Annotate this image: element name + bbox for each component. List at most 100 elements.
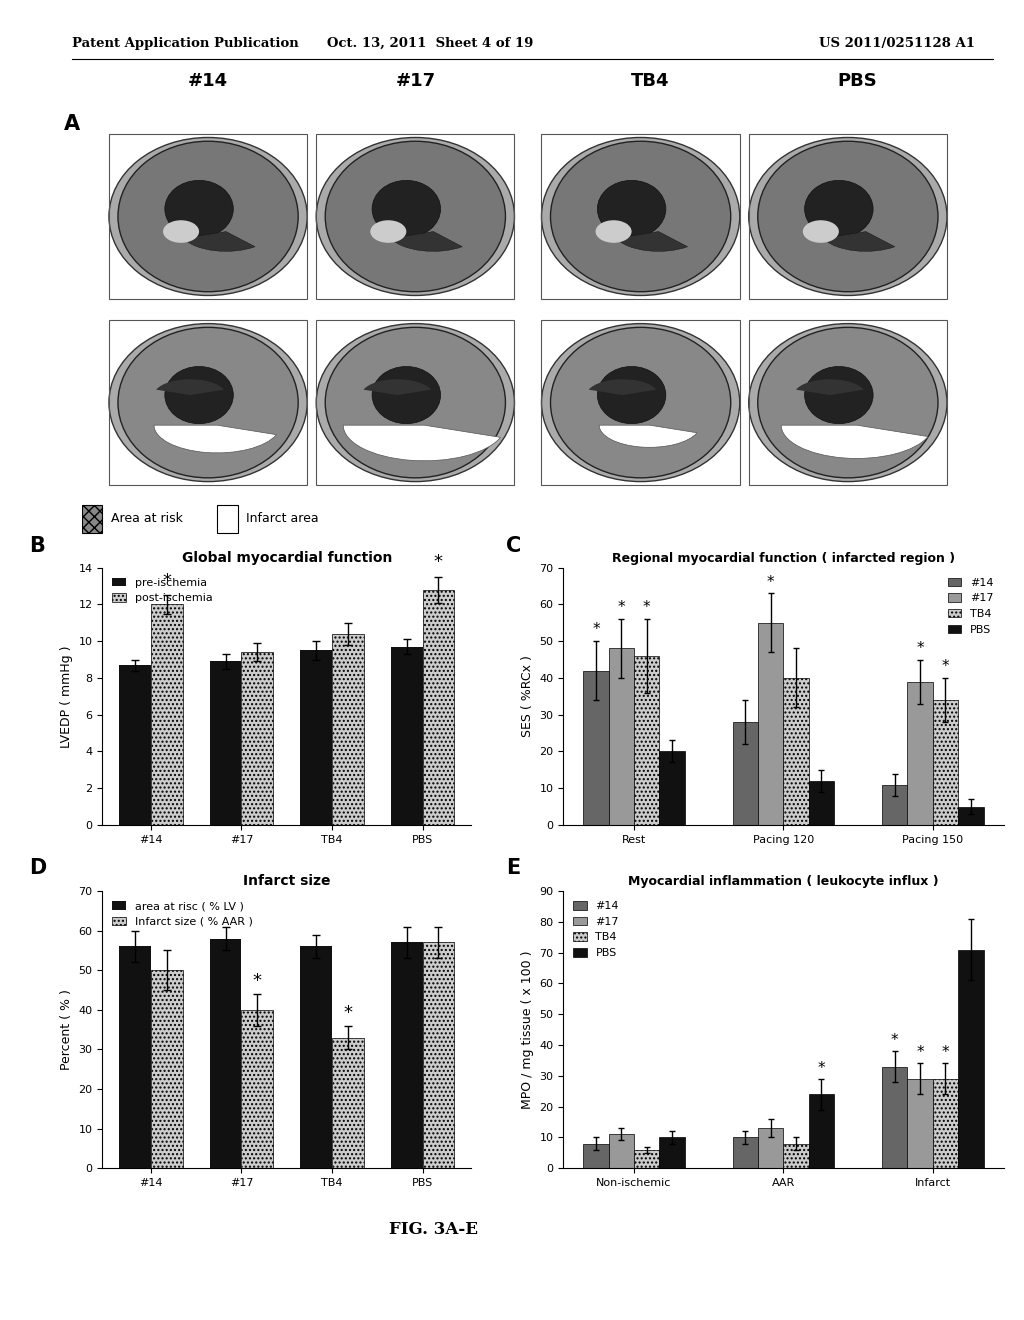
Bar [300,651,332,825]
Ellipse shape [109,323,307,482]
Wedge shape [781,425,928,458]
Text: *: * [162,572,171,590]
Bar [882,1067,907,1168]
Bar [82,506,102,533]
Bar [907,681,933,825]
Bar [119,946,151,1168]
Ellipse shape [165,367,233,424]
Ellipse shape [542,137,739,296]
Text: *: * [434,553,443,572]
Legend: #14, #17, TB4, PBS: #14, #17, TB4, PBS [943,573,998,639]
Ellipse shape [165,181,233,238]
Ellipse shape [372,181,440,238]
Y-axis label: MPO / mg tissue ( x 100 ): MPO / mg tissue ( x 100 ) [521,950,534,1109]
Text: E: E [506,858,520,878]
Bar [659,751,685,825]
Ellipse shape [372,367,440,424]
Bar [210,661,242,825]
Title: Infarct size: Infarct size [243,874,331,888]
Text: A: A [63,114,80,133]
Title: Myocardial inflammation ( leukocyte influx ): Myocardial inflammation ( leukocyte infl… [628,875,939,888]
Title: Regional myocardial function ( infarcted region ): Regional myocardial function ( infarcted… [611,552,955,565]
Title: Global myocardial function: Global myocardial function [181,550,392,565]
Ellipse shape [803,220,839,243]
Wedge shape [391,231,462,251]
Ellipse shape [118,141,298,292]
Text: Infarct area: Infarct area [246,512,318,524]
Wedge shape [343,425,501,461]
Bar [958,949,983,1168]
Text: *: * [916,1045,924,1060]
Ellipse shape [109,137,307,296]
Ellipse shape [749,323,947,482]
Ellipse shape [758,141,938,292]
Bar [391,942,423,1168]
Bar [316,133,514,300]
Ellipse shape [749,137,947,296]
Text: *: * [253,972,262,990]
Y-axis label: LVEDP ( mmHg ): LVEDP ( mmHg ) [60,645,73,747]
Bar [316,319,514,486]
Bar [608,648,634,825]
Ellipse shape [542,323,739,482]
Wedge shape [154,425,276,453]
Bar [634,1150,659,1168]
Text: #14: #14 [188,71,228,90]
Text: *: * [343,1003,352,1022]
Ellipse shape [118,327,298,478]
Text: *: * [942,1045,949,1060]
Wedge shape [157,379,224,395]
Ellipse shape [371,220,407,243]
Ellipse shape [805,367,873,424]
Wedge shape [599,425,697,447]
Wedge shape [364,379,431,395]
Bar [907,1078,933,1168]
Text: *: * [592,623,600,638]
Bar [242,652,273,825]
Ellipse shape [316,323,514,482]
Text: B: B [29,536,45,556]
Ellipse shape [326,141,506,292]
Bar [809,781,835,825]
Bar [332,1038,364,1168]
Ellipse shape [551,141,731,292]
Wedge shape [589,379,656,395]
Text: TB4: TB4 [631,71,669,90]
Text: *: * [767,574,774,590]
Bar [542,133,739,300]
Text: US 2011/0251128 A1: US 2011/0251128 A1 [819,37,975,50]
Bar [151,605,182,825]
Text: *: * [942,659,949,675]
Text: *: * [916,640,924,656]
Bar [119,665,151,825]
Bar [217,506,238,533]
Wedge shape [796,379,863,395]
Y-axis label: Percent ( % ): Percent ( % ) [60,989,73,1071]
Text: Area at risk: Area at risk [111,512,182,524]
Ellipse shape [597,367,666,424]
Bar [758,1129,783,1168]
Bar [783,1143,809,1168]
Ellipse shape [316,137,514,296]
Bar [783,678,809,825]
Bar [423,590,455,825]
Legend: area at risc ( % LV ), Infarct size ( % AAR ): area at risc ( % LV ), Infarct size ( % … [108,896,257,931]
Text: FIG. 3A-E: FIG. 3A-E [389,1221,478,1238]
Bar [659,1138,685,1168]
Legend: pre-ischemia, post-ischemia: pre-ischemia, post-ischemia [108,573,217,607]
Ellipse shape [758,327,938,478]
Bar [758,623,783,825]
Text: #17: #17 [395,71,435,90]
Text: *: * [817,1061,825,1076]
Bar [608,1134,634,1168]
Text: *: * [617,601,625,615]
Bar [109,133,307,300]
Bar [391,647,423,825]
Wedge shape [616,231,687,251]
Wedge shape [183,231,255,251]
Ellipse shape [805,181,873,238]
Bar [933,1078,958,1168]
Bar [300,946,332,1168]
Ellipse shape [551,327,731,478]
Y-axis label: SES ( %RCx ): SES ( %RCx ) [521,655,534,738]
